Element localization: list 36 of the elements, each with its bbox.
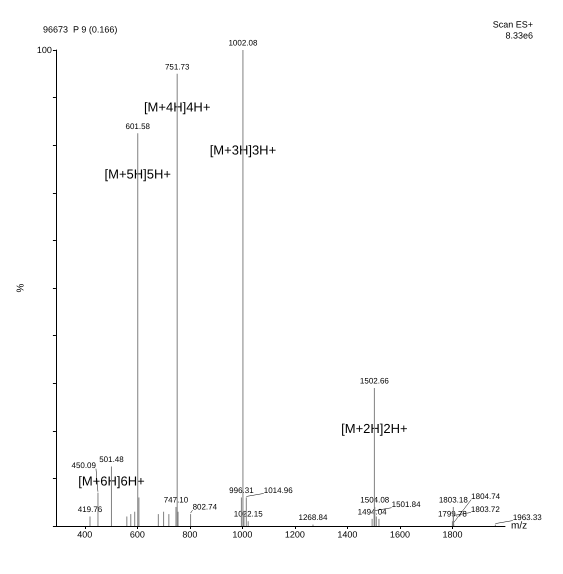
annotation: 601.58 <box>126 122 151 131</box>
chart-title: 96673 P 9 (0.166) <box>43 24 118 34</box>
x-tick-label: 400 <box>77 530 92 540</box>
annotation: 751.73 <box>164 62 190 72</box>
x-tick-label: 600 <box>130 530 145 540</box>
x-tick-label: 1600 <box>390 530 410 540</box>
x-tick-label: 800 <box>182 530 198 540</box>
annotation: 747.10 <box>164 495 189 504</box>
annotation: 501.48 <box>99 455 124 464</box>
annotation: 450.09 <box>71 461 97 470</box>
x-tick-label: 1800 <box>442 530 462 540</box>
x-tick-label: 1000 <box>232 530 252 540</box>
text: Scan ES+ <box>492 20 534 30</box>
annotation: 1268.84 <box>298 513 328 522</box>
annotation: 419.76 <box>78 504 103 514</box>
annotation: 1803.72 <box>470 504 500 514</box>
annotation: 1501.84 <box>392 500 422 510</box>
x-tick-label: 1200 <box>284 530 305 540</box>
annotation: [M+2H]2H+ <box>341 420 408 436</box>
x-tick-label: 1400 <box>337 530 358 540</box>
y-tick-label: 100 <box>36 45 52 55</box>
annotation: [M+4H]4H+ <box>144 100 210 115</box>
text: 8.33e6 <box>505 30 534 40</box>
annotation: 1502.66 <box>360 376 390 386</box>
y-axis-title: % <box>16 283 26 292</box>
annotation: 996.31 <box>229 486 254 495</box>
annotation: 1002.08 <box>228 38 258 48</box>
annotation: 1504.08 <box>360 495 390 504</box>
annotation: 1804.74 <box>471 492 501 502</box>
annotation: 1014.96 <box>264 486 294 495</box>
x-axis-title: m/z <box>511 520 528 532</box>
annotation: 1803.18 <box>438 495 468 504</box>
annotation: [M+3H]3H+ <box>210 142 276 158</box>
annotation: 802.74 <box>192 502 218 512</box>
annotation: 1963.33 <box>512 513 542 522</box>
annotation: [M+5H]5H+ <box>104 166 171 182</box>
